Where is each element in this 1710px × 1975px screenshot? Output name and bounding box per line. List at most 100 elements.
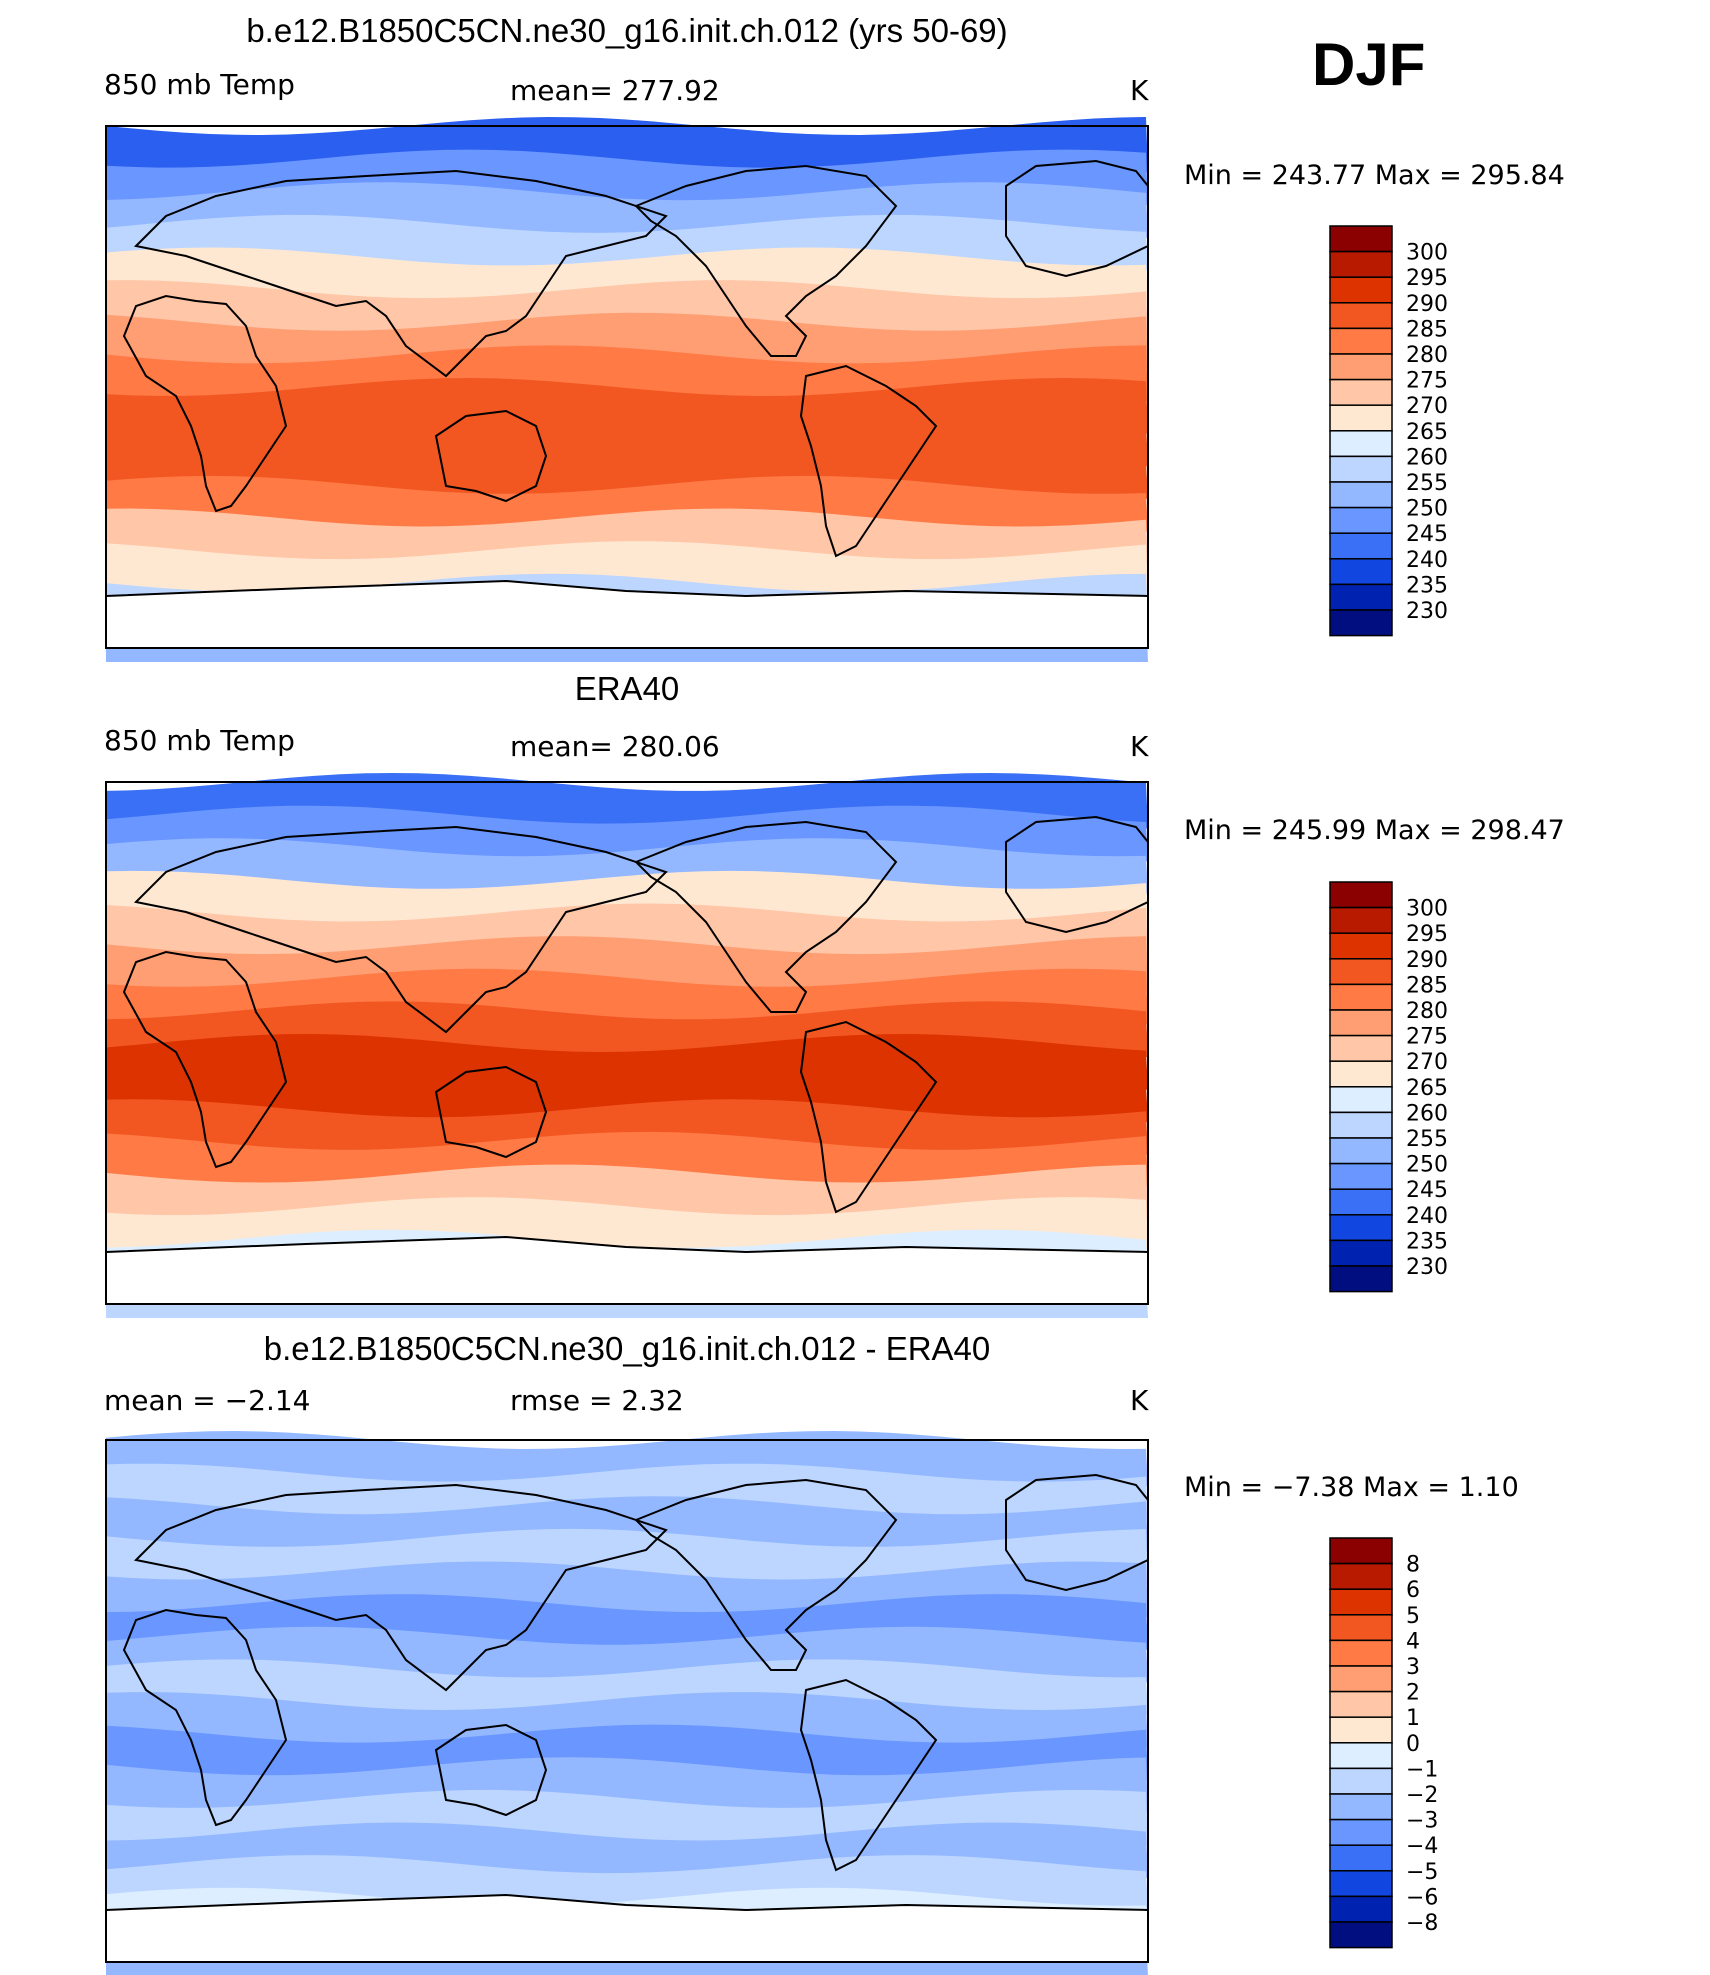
colorbar-label-2: 295: [1406, 922, 1448, 947]
contour-band-9: [106, 1692, 1148, 1748]
antarctica-mask: [106, 1895, 1148, 1962]
coastline-5: [799, 364, 938, 558]
contour-band-3: [106, 1496, 1148, 1552]
colorbar-label-15: −8: [1406, 1911, 1438, 1936]
colorbar-label-12: 245: [1406, 522, 1448, 547]
colorbar-box-16: [1329, 1265, 1393, 1293]
colorbar-box-12: [1329, 1162, 1393, 1190]
colorbar-box-14: [1329, 558, 1393, 586]
colorbar-box-2: [1329, 250, 1393, 278]
colorbar-box-6: [1329, 1009, 1393, 1037]
coastline-1: [122, 1608, 288, 1827]
panel-2-variable-label: 850 mb Temp: [104, 724, 295, 757]
colorbar-box-16: [1329, 1921, 1393, 1949]
colorbar-box-1: [1329, 881, 1393, 909]
colorbar-box-11: [1329, 481, 1393, 509]
colorbar-box-7: [1329, 378, 1393, 406]
colorbar-label-4: 285: [1406, 973, 1448, 998]
coastline-3: [434, 1723, 548, 1817]
colorbar-box-2: [1329, 1562, 1393, 1590]
panel-1-variable-label: 850 mb Temp: [104, 68, 295, 101]
colorbar-label-6: 275: [1406, 369, 1448, 394]
colorbar-label-14: 235: [1406, 573, 1448, 598]
contour-band-13: [106, 508, 1148, 565]
colorbar-box-9: [1329, 1086, 1393, 1114]
colorbar-box-8: [1329, 404, 1393, 432]
coastline-4: [634, 820, 898, 1013]
contour-band-12: [106, 475, 1148, 532]
panel-2-title: ERA40: [574, 670, 680, 707]
contour-band-5: [106, 903, 1148, 960]
coastline-4: [634, 164, 898, 357]
colorbar-label-10: 255: [1406, 471, 1448, 496]
panel-3-map: [105, 1431, 1149, 1975]
colorbar-box-8: [1329, 1060, 1393, 1088]
contour-band-2: [106, 1463, 1148, 1520]
colorbar-box-3: [1329, 932, 1393, 960]
coastline-1: [122, 294, 288, 513]
colorbar-box-16: [1329, 609, 1393, 637]
colorbar-label-15: 230: [1406, 1255, 1448, 1280]
colorbar-box-5: [1329, 1639, 1393, 1667]
colorbar-label-9: 260: [1406, 445, 1448, 470]
coastline-5: [799, 1678, 938, 1872]
colorbar-label-12: −4: [1406, 1834, 1438, 1859]
colorbar-box-11: [1329, 1793, 1393, 1821]
colorbar-label-2: 295: [1406, 266, 1448, 291]
colorbar-label-8: 0: [1406, 1732, 1420, 1757]
colorbar-label-1: 8: [1406, 1553, 1420, 1578]
coastline-3: [434, 1065, 548, 1159]
panel-2-minmax: Min = 245.99 Max = 298.47: [1184, 815, 1565, 846]
contour-band-4: [106, 870, 1148, 927]
colorbar-box-13: [1329, 532, 1393, 560]
contour-band-12: [106, 1131, 1148, 1188]
colorbar-box-6: [1329, 353, 1393, 381]
contour-band-5: [106, 247, 1148, 304]
colorbar-box-5: [1329, 983, 1393, 1011]
antarctica-mask: [106, 1237, 1148, 1304]
coastline-2: [133, 169, 668, 378]
panel-2-mean-label: mean= 280.06: [510, 730, 720, 763]
colorbar-label-5: 3: [1406, 1655, 1420, 1680]
panel-3-rmse-label: rmse = 2.32: [510, 1384, 684, 1417]
colorbar-box-12: [1329, 506, 1393, 534]
colorbar-label-13: 240: [1406, 1204, 1448, 1229]
colorbar-label-5: 280: [1406, 999, 1448, 1024]
colorbar-box-10: [1329, 1767, 1393, 1795]
colorbar-label-13: −5: [1406, 1860, 1438, 1885]
colorbar-label-7: 1: [1406, 1706, 1420, 1731]
colorbar-label-11: 250: [1406, 497, 1448, 522]
panel-2-map: [105, 773, 1149, 1318]
colorbar-box-14: [1329, 1870, 1393, 1898]
colorbar-box-9: [1329, 1742, 1393, 1770]
colorbar-label-11: 250: [1406, 1153, 1448, 1178]
colorbar-box-13: [1329, 1844, 1393, 1872]
colorbar-label-8: 265: [1406, 1076, 1448, 1101]
coastline-3: [434, 409, 548, 503]
colorbar-label-6: 2: [1406, 1681, 1420, 1706]
colorbar-box-9: [1329, 430, 1393, 458]
colorbar-box-3: [1329, 276, 1393, 304]
contour-band-10: [106, 1066, 1148, 1123]
contour-band-11: [106, 1099, 1148, 1155]
panel-1-colorbar: 3002952902852802752702652602552502452402…: [1329, 225, 1448, 637]
panel-1-title: b.e12.B1850C5CN.ne30_g16.init.ch.012 (yr…: [246, 12, 1008, 49]
colorbar-label-5: 280: [1406, 343, 1448, 368]
colorbar-label-3: 290: [1406, 292, 1448, 317]
coastline-4: [634, 1478, 898, 1671]
colorbar-box-10: [1329, 455, 1393, 483]
colorbar-box-1: [1329, 225, 1393, 253]
colorbar-label-14: −6: [1406, 1885, 1438, 1910]
map-frame: [105, 125, 1149, 649]
coastline-2: [133, 1483, 668, 1692]
colorbar-box-12: [1329, 1818, 1393, 1846]
colorbar-box-15: [1329, 1239, 1393, 1267]
panel-1-minmax: Min = 243.77 Max = 295.84: [1184, 160, 1565, 191]
contour-band-14: [106, 541, 1148, 597]
panel-1-map: [105, 117, 1149, 662]
contour-band-10: [106, 1724, 1148, 1781]
coastline-7: [105, 1235, 1149, 1254]
colorbar-label-9: −1: [1406, 1757, 1438, 1782]
colorbar-label-7: 270: [1406, 394, 1448, 419]
